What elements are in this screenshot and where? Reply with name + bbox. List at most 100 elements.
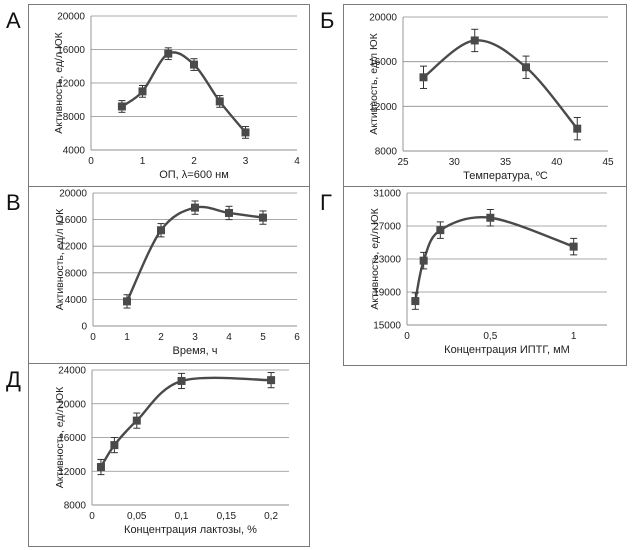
x-tick-label: 1: [124, 332, 130, 343]
x-tick-label: 4: [226, 332, 232, 343]
panel-a-frame: [28, 4, 310, 189]
x-tick-label: 0: [90, 332, 96, 343]
panel-a-letter: А: [6, 8, 21, 33]
y-tick-label: 16000: [369, 57, 397, 68]
panel-d-frame: [28, 363, 310, 547]
y-tick-label: 0: [81, 322, 87, 333]
data-point: [215, 97, 224, 106]
x-tick-label: 1: [140, 156, 146, 167]
x-axis-title: Концентрация ИПТГ, мМ: [444, 344, 570, 356]
x-tick-label: 0: [89, 511, 95, 522]
x-tick-label: 30: [449, 157, 461, 168]
x-tick-label: 1: [571, 331, 577, 342]
x-tick-label: 40: [551, 157, 563, 168]
panel-d-letter: Д: [6, 367, 21, 392]
x-axis-title: Температура, ºС: [463, 170, 548, 182]
x-tick-label: 0,05: [127, 511, 147, 522]
data-point: [419, 256, 428, 265]
series-line: [422, 39, 579, 130]
data-point: [177, 376, 186, 385]
data-point: [573, 124, 582, 133]
panel-b-letter: Б: [320, 8, 335, 33]
y-tick-label: 31000: [373, 189, 401, 200]
x-tick-label: 25: [397, 157, 409, 168]
x-tick-label: 0: [404, 331, 410, 342]
y-axis-title: Активность, ед/л ЮК: [54, 386, 66, 488]
panel-b-frame: [343, 4, 627, 189]
data-point: [123, 297, 131, 306]
x-tick-label: 6: [294, 332, 300, 343]
y-tick-label: 20000: [59, 189, 87, 200]
data-point: [191, 203, 199, 212]
y-axis-title: Активность, ед/л ЮК: [368, 32, 380, 134]
y-tick-label: 16000: [59, 215, 87, 226]
y-tick-label: 27000: [373, 222, 401, 233]
y-tick-label: 12000: [369, 102, 397, 113]
y-tick-label: 16000: [57, 45, 85, 56]
x-tick-label: 0,1: [175, 511, 189, 522]
x-tick-label: 0,5: [483, 331, 497, 342]
x-tick-label: 2: [158, 332, 164, 343]
x-axis-title: Время, ч: [173, 345, 218, 357]
y-tick-label: 20000: [369, 13, 397, 24]
y-axis-title: Активность, ед/л ЮК: [369, 207, 381, 309]
x-tick-label: 3: [192, 332, 198, 343]
x-tick-label: 3: [243, 156, 249, 167]
y-tick-label: 8000: [65, 268, 88, 279]
data-point: [419, 73, 428, 82]
data-point: [96, 463, 105, 472]
data-point: [267, 376, 276, 385]
series-line: [99, 376, 272, 468]
data-point: [225, 208, 233, 217]
data-point: [522, 63, 530, 72]
data-point: [190, 60, 198, 69]
data-point: [138, 87, 147, 96]
data-point: [569, 242, 578, 251]
x-tick-label: 5: [260, 332, 266, 343]
data-point: [470, 36, 479, 45]
x-tick-label: 2: [191, 156, 197, 167]
y-tick-label: 4000: [63, 146, 86, 157]
y-tick-label: 23000: [373, 255, 401, 266]
x-tick-label: 45: [602, 157, 614, 168]
y-tick-label: 12000: [58, 467, 86, 478]
x-tick-label: 0,15: [217, 511, 237, 522]
data-point: [110, 441, 119, 450]
panel-g-frame: [343, 186, 627, 366]
y-tick-label: 12000: [59, 242, 87, 253]
y-tick-label: 8000: [63, 112, 86, 123]
x-axis-title: ОП, λ=600 нм: [159, 169, 229, 181]
y-tick-label: 8000: [64, 501, 87, 512]
y-tick-label: 16000: [58, 433, 86, 444]
panel-g-letter: Г: [320, 190, 332, 215]
y-tick-label: 8000: [375, 147, 398, 158]
data-point: [132, 416, 141, 425]
data-point: [486, 213, 495, 222]
y-tick-label: 12000: [57, 79, 85, 90]
data-point: [259, 213, 267, 222]
data-point: [436, 226, 445, 235]
data-point: [241, 128, 250, 137]
y-tick-label: 20000: [57, 12, 85, 23]
data-point: [411, 297, 420, 306]
y-axis-title: Активность, ед/л ЮК: [54, 208, 66, 310]
x-tick-label: 0,2: [264, 511, 278, 522]
data-point: [157, 226, 165, 235]
y-tick-label: 19000: [373, 288, 401, 299]
x-tick-label: 4: [294, 156, 300, 167]
y-tick-label: 20000: [58, 399, 86, 410]
y-tick-label: 24000: [58, 366, 86, 377]
y-tick-label: 4000: [65, 295, 88, 306]
x-tick-label: 0: [88, 156, 94, 167]
panel-v-letter: В: [6, 190, 21, 215]
data-point: [164, 49, 173, 58]
y-axis-title: Активность, ед/л ЮК: [53, 31, 65, 133]
x-tick-label: 35: [500, 157, 512, 168]
data-point: [117, 102, 126, 111]
y-tick-label: 15000: [373, 321, 401, 332]
